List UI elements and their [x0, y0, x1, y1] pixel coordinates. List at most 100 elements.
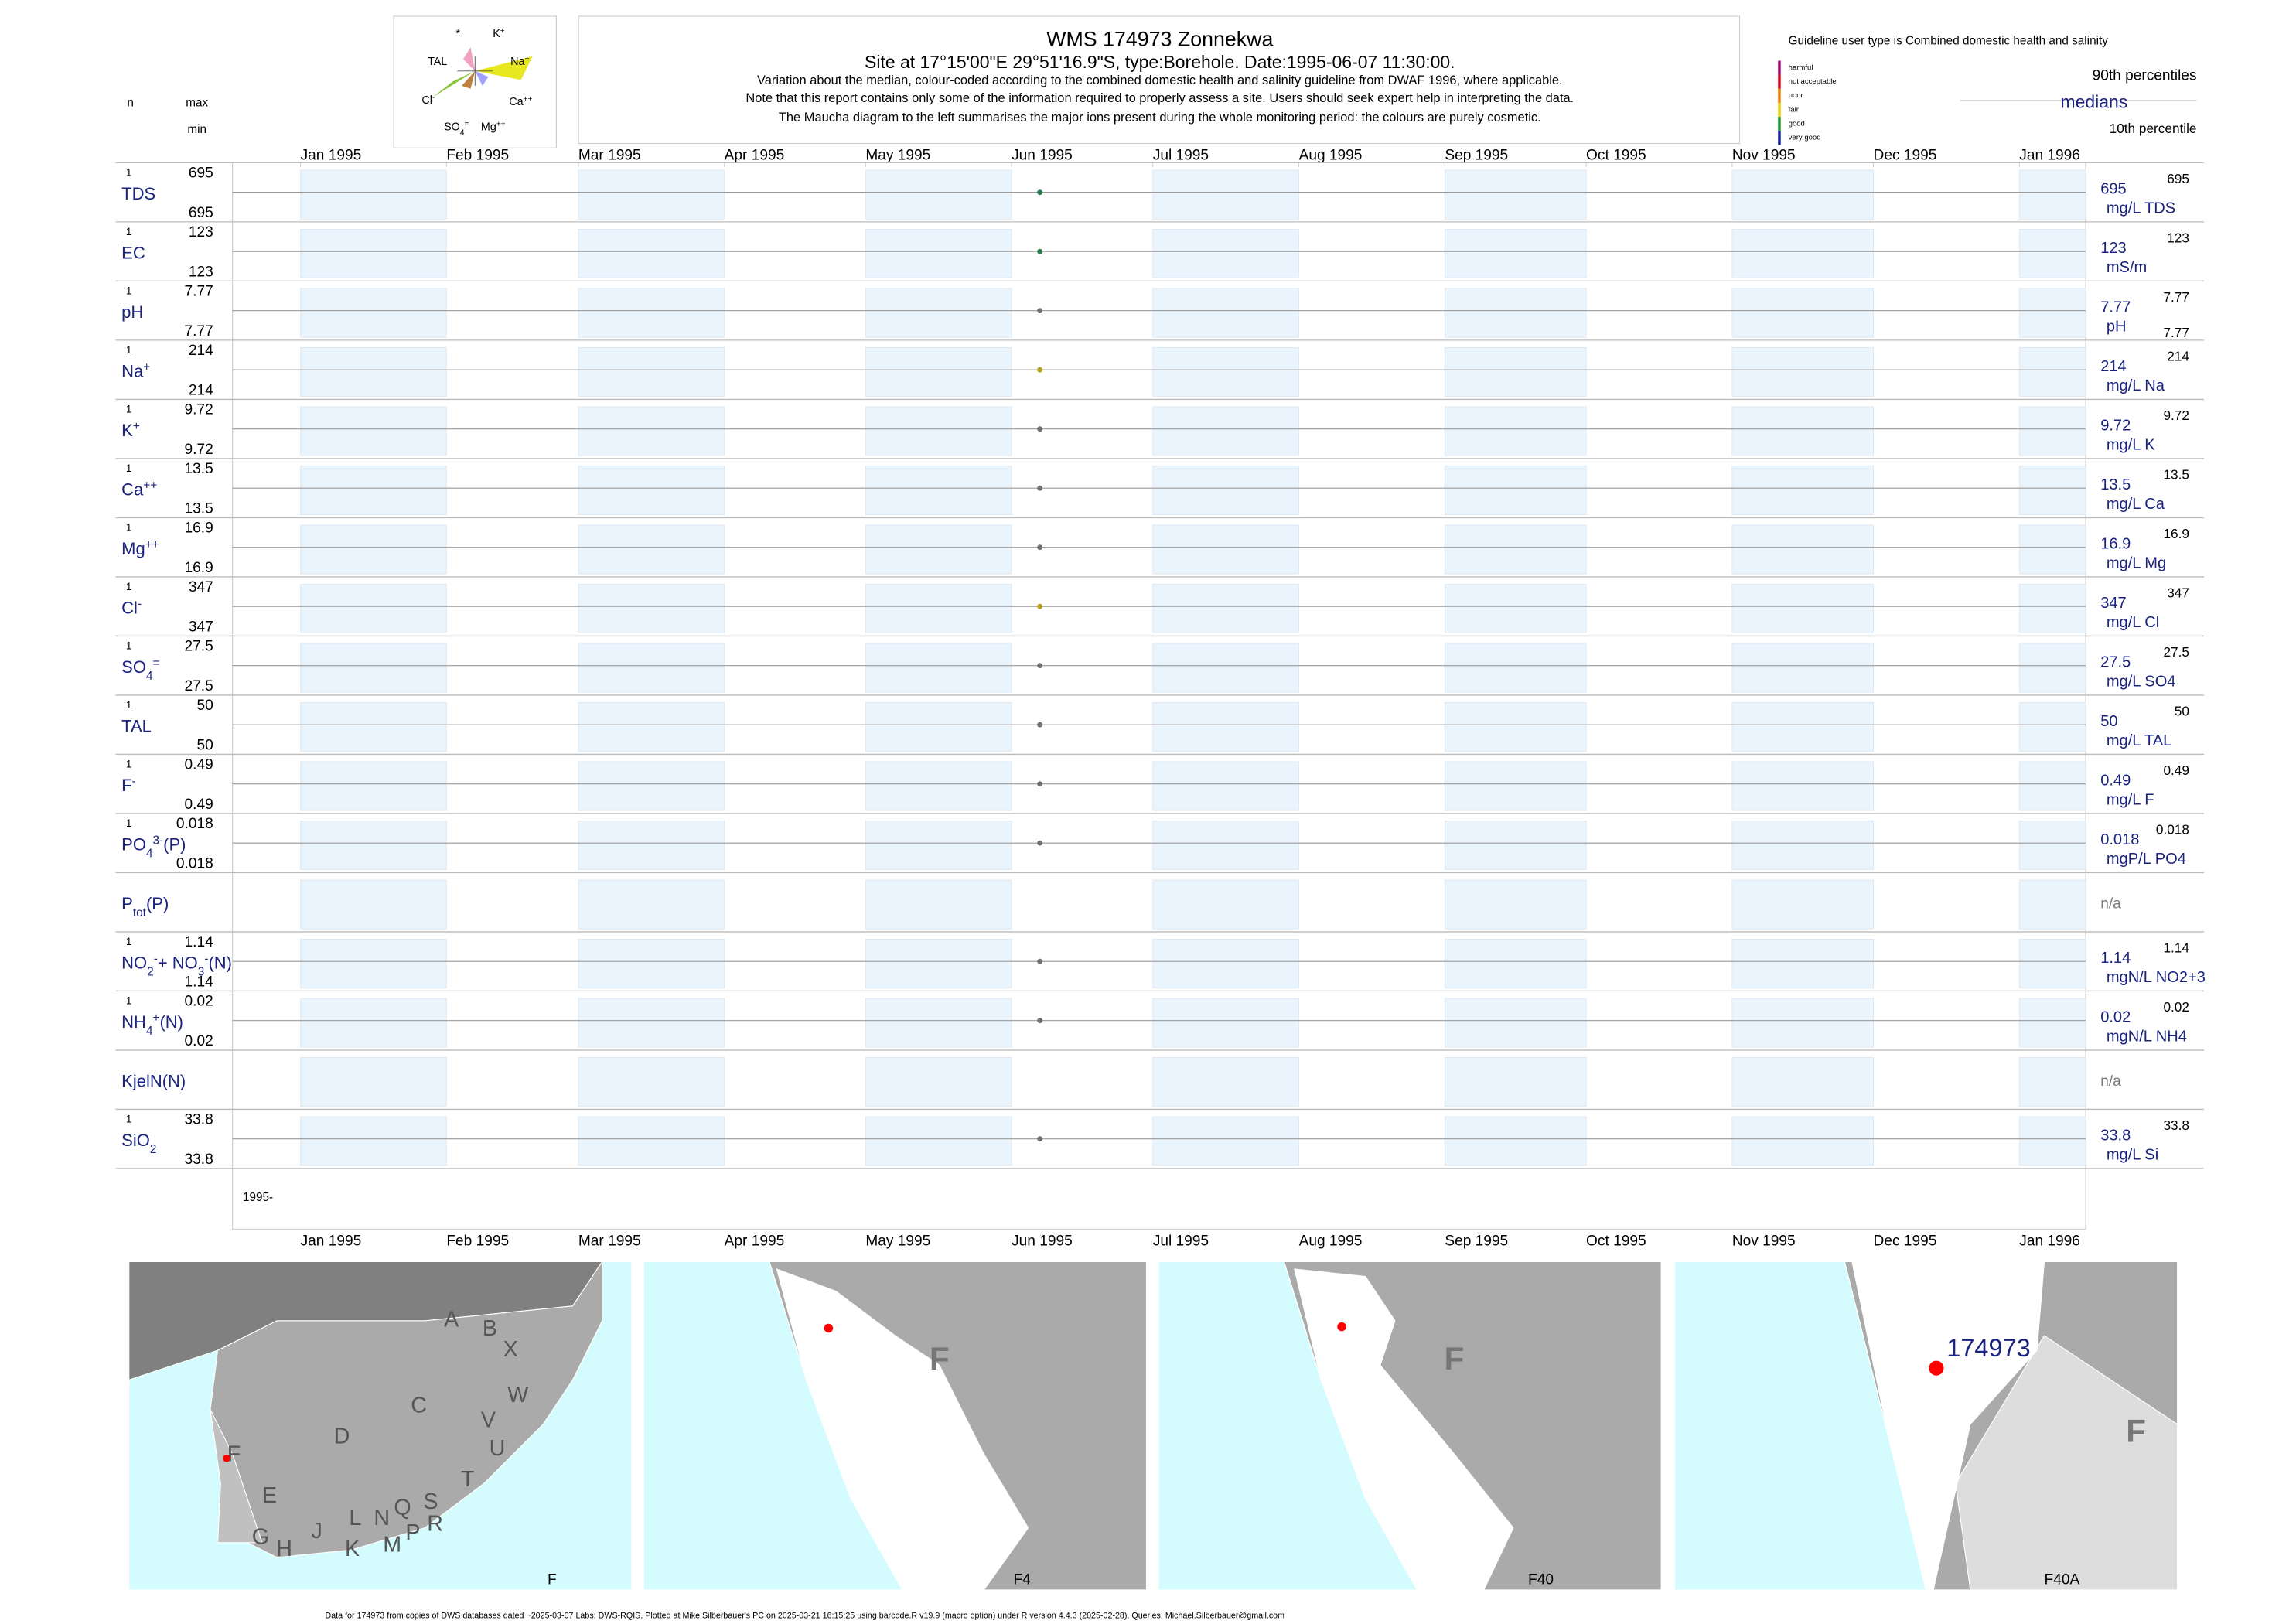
- label: *: [455, 28, 460, 40]
- label-part: NH: [121, 1012, 146, 1032]
- label-part: Mg: [121, 539, 145, 558]
- month-band: [1444, 465, 1587, 516]
- unit: mg/L Cl: [2107, 614, 2159, 631]
- median-dot: [1037, 248, 1043, 254]
- n-label: 1: [126, 167, 131, 179]
- month-band: [865, 879, 1012, 930]
- n-label: 1: [126, 1114, 131, 1125]
- title: WMS 174973 Zonnekwa: [1046, 27, 1273, 50]
- month-band: [1731, 288, 1875, 338]
- x-tick-label: Oct 1995: [1586, 1233, 1646, 1249]
- max-label: 214: [189, 343, 213, 359]
- site-dot: [1929, 1360, 1944, 1376]
- x-tick-label: Aug 1995: [1299, 148, 1363, 164]
- month-band: [578, 761, 725, 811]
- month-band: [1444, 1057, 1587, 1107]
- label: Mg++: [481, 120, 506, 134]
- month-band: [300, 583, 447, 634]
- month-band: [1444, 346, 1587, 397]
- label-part: ++: [524, 94, 533, 103]
- legend-swatch: [1778, 131, 1781, 145]
- year-label: 1995-: [243, 1191, 273, 1204]
- label-part: Cl: [421, 94, 432, 107]
- n-label: 1: [126, 699, 131, 711]
- month-band: [865, 288, 1012, 338]
- x-tick-label: Jul 1995: [1153, 148, 1209, 164]
- month-band: [1731, 761, 1875, 811]
- median-value: 7.77: [2100, 299, 2131, 316]
- max-label: 1.14: [185, 934, 214, 950]
- month-band: [1444, 820, 1587, 871]
- label: TDS: [121, 184, 155, 203]
- legend-swatch: [1778, 74, 1781, 89]
- legend-median: medians: [2061, 92, 2128, 112]
- right-max: 7.77: [2163, 289, 2189, 305]
- label-part: ++: [143, 479, 157, 492]
- month-band: [865, 761, 1012, 811]
- month-band: [865, 998, 1012, 1048]
- month-band: [1731, 346, 1875, 397]
- region-letter: F: [227, 1442, 241, 1467]
- month-band: [2018, 346, 2086, 397]
- median-dot: [1037, 722, 1043, 728]
- label-part: KjelN(N): [121, 1072, 186, 1091]
- label: Ptot(P): [121, 894, 169, 919]
- median-value: 27.5: [2100, 654, 2131, 671]
- label: F-: [121, 775, 136, 796]
- label: SO4=: [121, 657, 159, 683]
- site-dot: [223, 1455, 230, 1462]
- max-label: 0.02: [185, 994, 213, 1010]
- month-band: [1152, 701, 1300, 752]
- month-band: [1731, 1116, 1875, 1166]
- month-band: [2018, 228, 2086, 279]
- legend-p90: 90th percentiles: [2093, 67, 2197, 84]
- month-band: [1444, 939, 1587, 989]
- map-label: F4: [1013, 1571, 1031, 1588]
- month-band: [578, 939, 725, 989]
- month-band: [300, 643, 447, 693]
- right-max: 347: [2167, 585, 2189, 601]
- legend-class: poor: [1789, 91, 1804, 100]
- x-tick-label: Dec 1995: [1874, 148, 1937, 164]
- legend-class: harmful: [1789, 63, 1813, 72]
- label-part: PO: [121, 835, 146, 855]
- median-value: 0.49: [2100, 773, 2131, 790]
- month-band: [1152, 583, 1300, 634]
- legend-swatch: [1778, 88, 1781, 103]
- x-tick-label: Mar 1995: [578, 148, 641, 164]
- value-na: n/a: [2100, 1073, 2121, 1090]
- month-band: [1444, 761, 1587, 811]
- median-value: 9.72: [2100, 418, 2131, 435]
- month-band: [865, 643, 1012, 693]
- month-band: [865, 583, 1012, 634]
- month-band: [1731, 169, 1875, 220]
- month-band: [865, 228, 1012, 279]
- n-label: 1: [126, 522, 131, 534]
- label-part: +: [153, 1012, 160, 1025]
- label-part: ++: [496, 120, 506, 128]
- title-box: [578, 15, 1741, 145]
- max-label: 0.49: [185, 757, 213, 773]
- subtitle: Site at 17°15'00"E 29°51'16.9"S, type:Bo…: [865, 52, 1455, 72]
- x-tick-label: Feb 1995: [446, 1233, 509, 1249]
- region-letter: H: [276, 1537, 292, 1561]
- month-band: [578, 583, 725, 634]
- site-dot: [1337, 1322, 1346, 1332]
- month-band: [2018, 701, 2086, 752]
- region-letter: Q: [394, 1495, 411, 1520]
- month-band: [300, 288, 447, 338]
- label-part: 4: [146, 670, 153, 683]
- unit: mgN/L NO2+3: [2107, 969, 2206, 986]
- x-tick-label: Nov 1995: [1732, 1233, 1796, 1249]
- label: KjelN(N): [121, 1072, 186, 1091]
- month-band: [300, 1057, 447, 1107]
- label-part: *: [455, 28, 460, 40]
- label-part: TAL: [428, 56, 447, 68]
- site-dot: [824, 1323, 834, 1333]
- month-band: [578, 524, 725, 575]
- unit: mg/L Ca: [2107, 496, 2165, 513]
- map-area: [1955, 1335, 2178, 1591]
- site-label: 174973: [1946, 1334, 2030, 1362]
- region-letter: C: [411, 1394, 427, 1418]
